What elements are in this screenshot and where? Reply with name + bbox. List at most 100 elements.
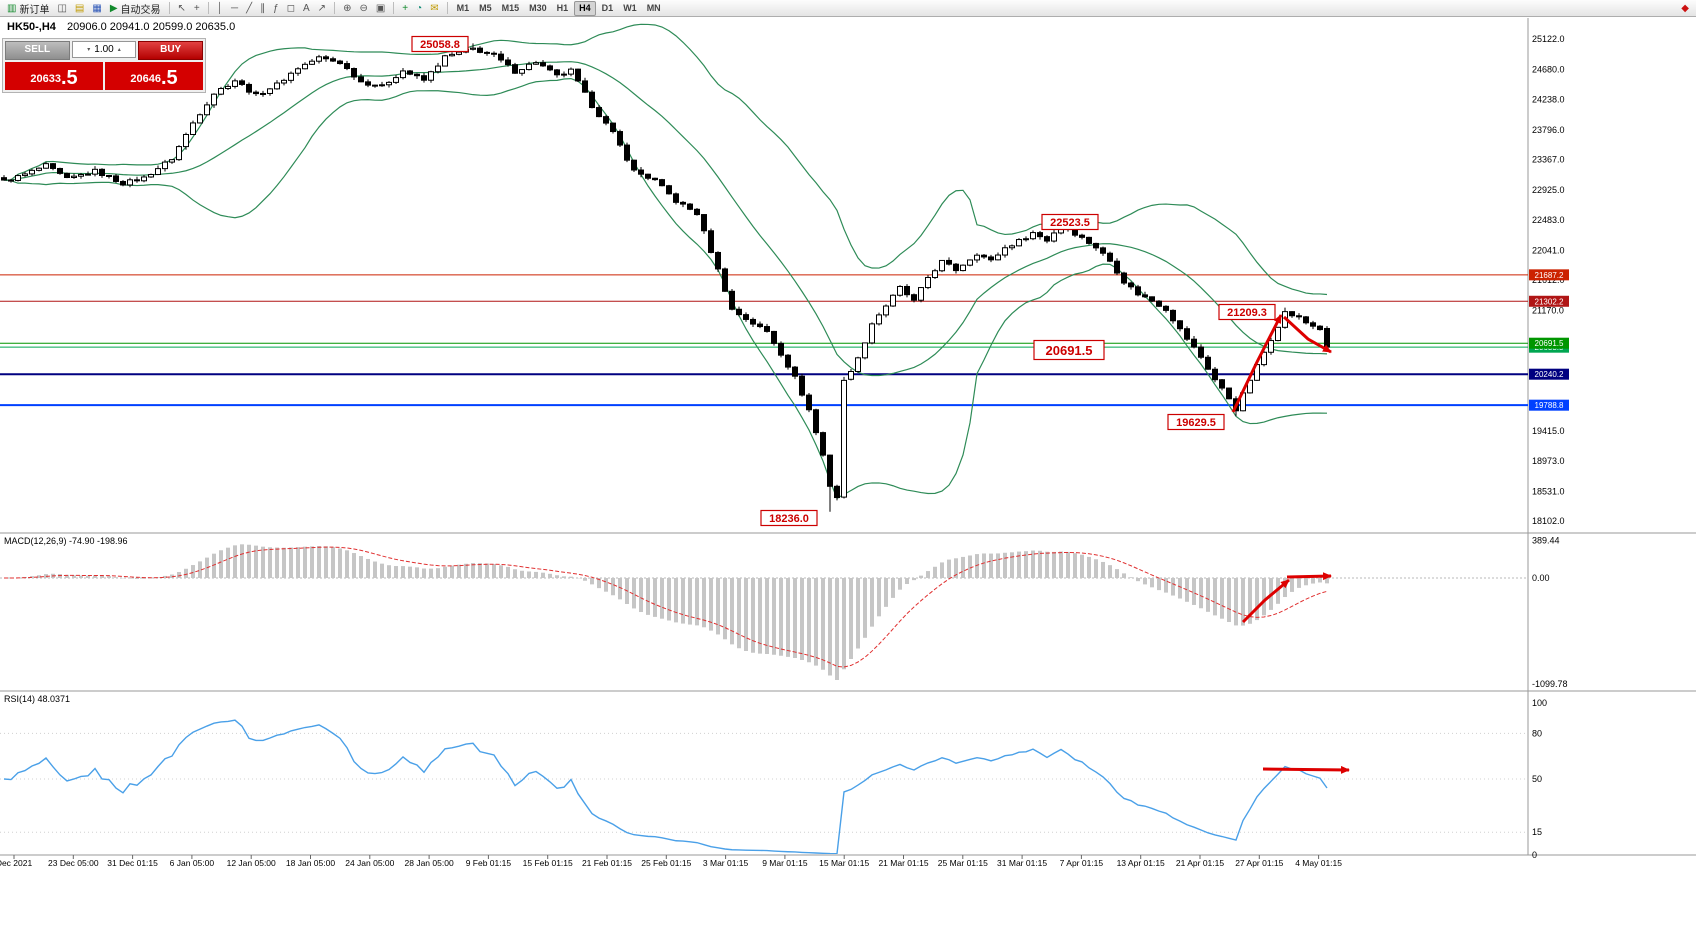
indicators-button[interactable]: + (399, 1, 411, 16)
svg-text:21302.2: 21302.2 (1535, 297, 1564, 306)
panel-frame (0, 18, 1696, 856)
volume-value[interactable]: 1.00 (94, 44, 114, 55)
fibonacci-button[interactable]: ƒ (270, 1, 282, 16)
one-click-trading-panel: SELL ▾ 1.00 ▴ BUY 20633.5 20646.5 (2, 38, 206, 93)
period-button[interactable]: ◔ (413, 1, 425, 16)
time-axis-label: Dec 2021 (0, 858, 32, 868)
zoom-out-icon: ⊖ (359, 2, 368, 14)
horizontal-line-button[interactable]: ─ (228, 1, 241, 16)
buy-price-main: 20646 (130, 73, 161, 85)
time-axis-label: 21 Mar 01:15 (878, 858, 928, 868)
buy-button[interactable]: BUY (138, 41, 204, 60)
buy-price-frac: .5 (160, 67, 178, 89)
price-line-label: 20240.2 (1529, 368, 1569, 380)
time-axis-label: 31 Dec 01:15 (107, 858, 158, 868)
clock-icon: ◔ (416, 2, 423, 14)
time-axis-label: 12 Jan 05:00 (227, 858, 276, 868)
arrow-tool-button[interactable]: ↗ (315, 1, 329, 16)
time-axis-label: 28 Jan 05:00 (405, 858, 454, 868)
timeframe-mn[interactable]: MN (646, 2, 661, 13)
time-axis-label: 7 Apr 01:15 (1060, 858, 1104, 868)
price-callout: 25058.8 (411, 35, 469, 53)
terminal-icon: ▦ (92, 2, 102, 14)
svg-text:22041.0: 22041.0 (1532, 246, 1565, 256)
sell-price-main: 20633 (30, 73, 61, 85)
vertical-line-button[interactable]: │ (214, 1, 226, 16)
indicators-add-icon: + (402, 2, 409, 14)
trend-arrow (1286, 572, 1332, 581)
volume-down-icon[interactable]: ▾ (87, 46, 91, 53)
bollinger-bands (3, 23, 1328, 500)
volume-up-icon[interactable]: ▴ (117, 46, 121, 53)
rsi-line (3, 719, 1328, 854)
time-axis-label: 4 May 01:15 (1295, 858, 1342, 868)
candlestick-chart-icon: ▥ (7, 2, 17, 14)
time-axis-label: 15 Mar 01:15 (819, 858, 869, 868)
price-callout: 22523.5 (1041, 213, 1099, 231)
cursor-icon: ↖ (177, 2, 186, 14)
new-order-label: 新订单 (19, 4, 50, 16)
svg-text:18102.0: 18102.0 (1532, 516, 1565, 526)
price-line-label: 20691.5 (1529, 337, 1569, 349)
svg-text:22523.5: 22523.5 (1050, 217, 1090, 229)
sell-button[interactable]: SELL (5, 41, 70, 60)
cursor-tool-button[interactable]: ↖ (175, 1, 189, 16)
mailbox-button[interactable]: ✉ (427, 1, 441, 16)
time-axis-label: 9 Mar 01:15 (762, 858, 808, 868)
channel-button[interactable]: ∥ (257, 1, 268, 16)
timeframe-m1[interactable]: M1 (456, 2, 470, 13)
time-axis-label: 25 Mar 01:15 (938, 858, 988, 868)
toolbar-separator (207, 2, 209, 14)
svg-text:15: 15 (1532, 827, 1542, 837)
arrow-tool-icon: ↗ (317, 2, 327, 14)
time-axis: Dec 2021 23 Dec 05:00 31 Dec 01:15 6 Jan 05… (0, 855, 1342, 868)
profiles-button[interactable]: ▤ (72, 1, 87, 16)
price-line-label: 21302.2 (1529, 295, 1569, 307)
timeframe-d1[interactable]: D1 (601, 2, 614, 13)
time-axis-label: 31 Mar 01:15 (997, 858, 1047, 868)
shapes-button[interactable]: ◻ (284, 1, 298, 16)
timeframe-m30[interactable]: M30 (529, 2, 547, 13)
svg-text:80: 80 (1532, 728, 1542, 738)
timeframe-h1[interactable]: H1 (556, 2, 569, 13)
chart-header: HK50-,H4 20906.0 20941.0 20599.0 20635.0 (7, 21, 235, 33)
trendline-button[interactable]: ╱ (243, 1, 255, 16)
macd-histogram (9, 544, 1329, 680)
time-axis-label: 3 Mar 01:15 (703, 858, 749, 868)
svg-text:18973.0: 18973.0 (1532, 456, 1565, 466)
crosshair-tool-button[interactable]: + (191, 1, 203, 16)
timeframe-m5[interactable]: M5 (479, 2, 492, 13)
volume-stepper[interactable]: ▾ 1.00 ▴ (71, 41, 137, 58)
sell-price-box[interactable]: 20633.5 (5, 62, 103, 90)
buy-price-box[interactable]: 20646.5 (105, 62, 203, 90)
price-line-label: 21687.2 (1529, 269, 1569, 281)
new-order-button[interactable]: ▥ 新订单 (4, 1, 52, 16)
svg-text:19415.0: 19415.0 (1532, 426, 1565, 436)
channel-icon: ∥ (260, 2, 266, 14)
tile-windows-button[interactable]: ▣ (373, 1, 388, 16)
price-annotations: 25058.8 22523.5 21209.3 20691.5 19629.5 18236… (411, 35, 1276, 527)
charts-window-button[interactable]: ◫ (54, 1, 69, 16)
timeframe-m15[interactable]: M15 (501, 2, 520, 13)
text-tool-button[interactable]: A (300, 1, 313, 16)
brand-button[interactable]: ◆ (1678, 1, 1692, 16)
tile-windows-icon: ▣ (375, 2, 386, 14)
timeframe-h4[interactable]: H4 (574, 0, 596, 16)
macd-indicator-label: MACD(12,26,9) -74.90 -198.96 (4, 536, 128, 546)
svg-text:21687.2: 21687.2 (1535, 271, 1564, 280)
zoom-in-button[interactable]: ⊕ (340, 1, 354, 16)
toolbar-separator (446, 2, 448, 14)
vertical-line-icon: │ (216, 2, 223, 14)
time-axis-label: 21 Apr 01:15 (1176, 858, 1224, 868)
zoom-out-button[interactable]: ⊖ (356, 1, 370, 16)
price-callout: 20691.5 (1033, 339, 1105, 361)
terminal-button[interactable]: ▦ (89, 1, 104, 16)
time-axis-label: 21 Feb 01:15 (582, 858, 632, 868)
timeframe-w1[interactable]: W1 (623, 2, 637, 13)
horizontal-line-icon: ─ (231, 2, 239, 14)
macd-signal-line (3, 546, 1328, 668)
autotrading-button[interactable]: ▶ 自动交易 (107, 1, 164, 16)
zoom-in-icon: ⊕ (343, 2, 352, 14)
candlestick-series (1, 43, 1330, 512)
